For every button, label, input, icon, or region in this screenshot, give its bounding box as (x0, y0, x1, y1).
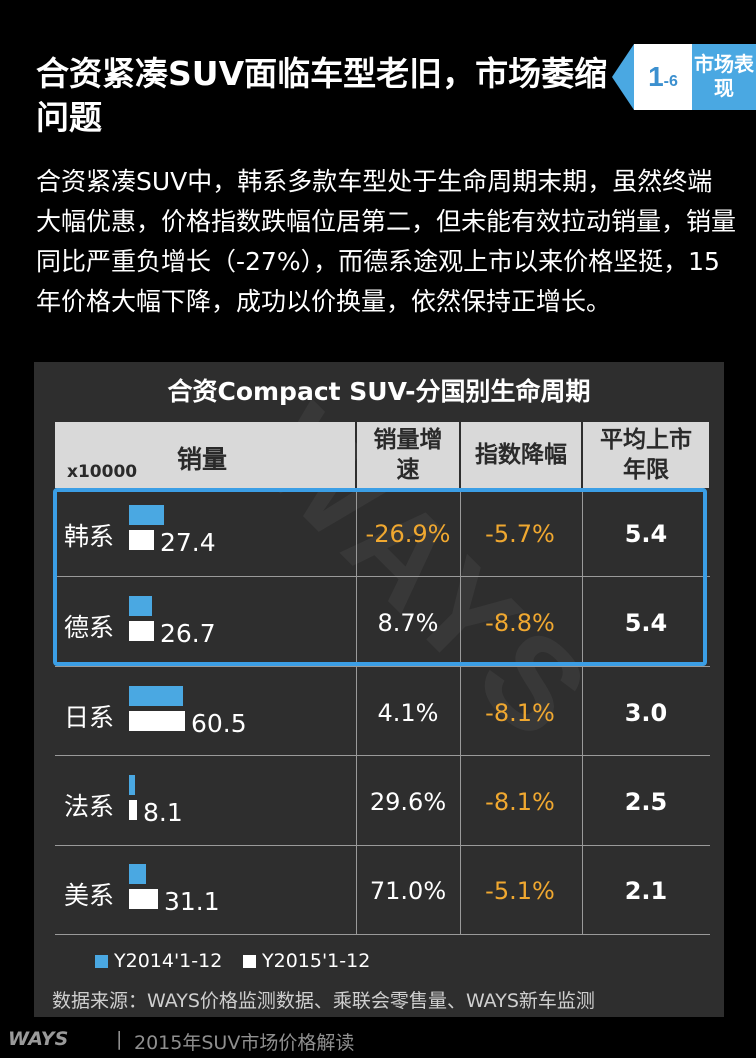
row-label-american: 美系 (64, 881, 115, 910)
legend-swatch-2015 (243, 955, 256, 968)
avg-years-american: 2.1 (624, 877, 668, 905)
grid-line (582, 488, 583, 934)
section-badge: 1-6 市场表现 (612, 44, 756, 110)
avg-years-german: 5.4 (624, 609, 668, 637)
avg-years-french: 2.5 (624, 788, 668, 816)
index-drop-french: -8.1% (485, 788, 555, 816)
bar-2014-japanese (129, 686, 183, 706)
legend-item-2015: Y2015'1-12 (243, 950, 370, 972)
index-drop-korean: -5.7% (485, 520, 555, 548)
header-unit: x10000 (67, 462, 138, 482)
bar-2015-american (129, 889, 158, 909)
footer-logo: WAYS (8, 1028, 69, 1050)
legend-swatch-2014 (95, 955, 108, 968)
growth-american: 71.0% (369, 877, 447, 905)
grid-line (356, 488, 357, 934)
header-sales-label: 销量 (177, 445, 228, 474)
header-growth: 销量增速 (357, 422, 459, 488)
data-source: 数据来源：WAYS价格监测数据、乘联会零售量、WAYS新车监测 (52, 990, 595, 1012)
bar-2014-american (129, 864, 146, 884)
sales-label-german: 26.7 (160, 619, 216, 648)
footer-text: 2015年SUV市场价格解读 (134, 1032, 355, 1054)
grid-line (55, 845, 710, 846)
grid-line (460, 488, 461, 934)
bar-2015-french (129, 800, 137, 820)
highlight-box (53, 488, 707, 666)
index-drop-japanese: -8.1% (485, 699, 555, 727)
index-drop-american: -5.1% (485, 877, 555, 905)
bar-2014-korean (129, 505, 164, 525)
grid-line (55, 755, 710, 756)
growth-japanese: 4.1% (377, 699, 439, 727)
page-title: 合资紧凑SUV面临车型老旧，市场萎缩问题 (36, 54, 608, 137)
row-label-german: 德系 (64, 613, 115, 642)
legend-item-2014: Y2014'1-12 (95, 950, 222, 972)
bar-2015-korean (129, 530, 154, 550)
header-index-drop: 指数降幅 (461, 422, 581, 488)
badge-arrow-icon (612, 44, 634, 110)
bar-2015-german (129, 621, 154, 641)
bar-2015-japanese (129, 711, 185, 731)
header-avg-years: 平均上市年限 (583, 422, 709, 488)
row-label-korean: 韩系 (64, 522, 115, 551)
grid-line (55, 666, 710, 667)
chart-title: 合资Compact SUV-分国别生命周期 (167, 377, 591, 406)
bar-2014-french (129, 775, 135, 795)
badge-number: 1-6 (634, 44, 692, 110)
sales-label-american: 31.1 (164, 887, 220, 916)
row-label-french: 法系 (64, 792, 115, 821)
row-label-japanese: 日系 (64, 703, 115, 732)
sales-label-french: 8.1 (143, 798, 183, 827)
growth-korean: -26.9% (365, 520, 451, 548)
avg-years-korean: 5.4 (624, 520, 668, 548)
footer-separator: | (116, 1028, 123, 1050)
index-drop-german: -8.8% (485, 609, 555, 637)
avg-years-japanese: 3.0 (624, 699, 668, 727)
sales-label-japanese: 60.5 (191, 709, 247, 738)
grid-line (55, 576, 710, 577)
bar-2014-german (129, 596, 152, 616)
growth-german: 8.7% (377, 609, 439, 637)
sales-label-korean: 27.4 (160, 528, 216, 557)
grid-line (55, 934, 710, 935)
header-sales: 销量 x10000 (55, 422, 355, 488)
growth-french: 29.6% (369, 788, 447, 816)
intro-paragraph: 合资紧凑SUV中，韩系多款车型处于生命周期末期，虽然终端大幅优惠，价格指数跌幅位… (36, 167, 737, 316)
badge-label: 市场表现 (692, 44, 756, 110)
